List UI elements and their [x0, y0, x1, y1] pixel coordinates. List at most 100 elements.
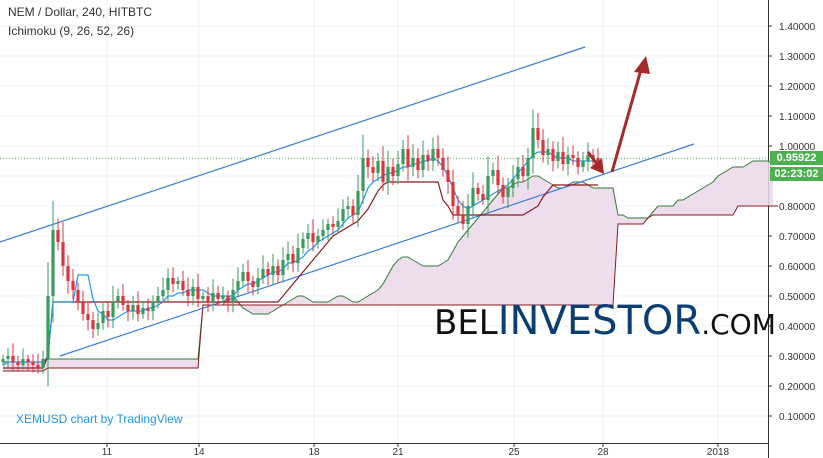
candle-bull[interactable] — [401, 149, 405, 164]
candle-bull[interactable] — [161, 290, 165, 296]
candle-bear[interactable] — [31, 362, 35, 365]
candle-bear[interactable] — [251, 281, 255, 287]
candle-bull[interactable] — [361, 158, 365, 191]
candle-bear[interactable] — [86, 314, 90, 320]
candle-bear[interactable] — [576, 158, 580, 167]
candle-bear[interactable] — [181, 281, 185, 290]
candle-bull[interactable] — [396, 164, 400, 176]
candle-bear[interactable] — [391, 167, 395, 176]
candle-bull[interactable] — [21, 359, 25, 365]
candle-bull[interactable] — [341, 209, 345, 221]
candle-bear[interactable] — [71, 281, 75, 290]
candle-bull[interactable] — [306, 233, 310, 239]
candle-bull[interactable] — [6, 356, 10, 359]
candle-bear[interactable] — [351, 206, 355, 215]
candle-bear[interactable] — [541, 140, 545, 155]
candle-bull[interactable] — [1, 359, 5, 362]
candle-bear[interactable] — [76, 290, 80, 302]
candle-bear[interactable] — [276, 266, 280, 275]
candle-bear[interactable] — [536, 128, 540, 140]
candle-bear[interactable] — [456, 206, 460, 215]
candle-bear[interactable] — [16, 362, 20, 365]
candle-bull[interactable] — [471, 188, 475, 206]
candle-bull[interactable] — [151, 302, 155, 311]
candle-bull[interactable] — [486, 176, 490, 200]
candle-bear[interactable] — [171, 278, 175, 284]
candle-bull[interactable] — [96, 323, 100, 329]
candle-bear[interactable] — [481, 194, 485, 200]
candle-bear[interactable] — [596, 158, 600, 161]
candle-bear[interactable] — [36, 365, 40, 368]
candle-bull[interactable] — [211, 293, 215, 302]
candle-bull[interactable] — [231, 290, 235, 302]
candle-bull[interactable] — [241, 272, 245, 281]
candle-bull[interactable] — [386, 167, 390, 182]
candle-bear[interactable] — [406, 149, 410, 167]
candle-bear[interactable] — [331, 224, 335, 227]
candle-bull[interactable] — [356, 191, 360, 215]
candle-bull[interactable] — [511, 179, 515, 188]
candle-bear[interactable] — [11, 356, 15, 362]
candle-bull[interactable] — [586, 155, 590, 161]
candle-bear[interactable] — [61, 242, 65, 266]
candle-bear[interactable] — [56, 230, 60, 242]
candle-bull[interactable] — [46, 296, 50, 359]
candle-bear[interactable] — [106, 311, 110, 317]
candle-bear[interactable] — [136, 305, 140, 314]
candle-bear[interactable] — [371, 167, 375, 173]
candle-bear[interactable] — [206, 296, 210, 302]
candle-bull[interactable] — [421, 155, 425, 170]
candle-bear[interactable] — [416, 158, 420, 170]
candle-bull[interactable] — [111, 302, 115, 317]
candle-bull[interactable] — [166, 278, 170, 290]
candle-bear[interactable] — [146, 308, 150, 311]
candle-bear[interactable] — [446, 170, 450, 182]
candle-bull[interactable] — [221, 296, 225, 299]
candle-bull[interactable] — [236, 281, 240, 290]
candle-bull[interactable] — [531, 128, 535, 158]
candle-bull[interactable] — [411, 158, 415, 167]
candle-bear[interactable] — [441, 158, 445, 170]
candle-bull[interactable] — [516, 167, 520, 179]
candle-bear[interactable] — [551, 149, 555, 161]
candle-bear[interactable] — [66, 266, 70, 281]
candle-bear[interactable] — [121, 296, 125, 305]
candle-bull[interactable] — [431, 149, 435, 161]
candle-bear[interactable] — [291, 254, 295, 263]
candle-bear[interactable] — [311, 233, 315, 242]
candle-bull[interactable] — [131, 305, 135, 311]
candle-bull[interactable] — [336, 221, 340, 227]
chart-credit[interactable]: XEMUSD chart by TradingView — [16, 412, 183, 426]
candle-bull[interactable] — [261, 269, 265, 278]
candle-bull[interactable] — [191, 287, 195, 296]
candle-bear[interactable] — [521, 167, 525, 176]
candle-bull[interactable] — [141, 308, 145, 314]
candle-bear[interactable] — [226, 296, 230, 302]
candle-bull[interactable] — [466, 206, 470, 224]
candle-bull[interactable] — [526, 158, 530, 176]
candle-bear[interactable] — [246, 272, 250, 281]
channel-upper-line[interactable] — [0, 46, 586, 243]
candle-bull[interactable] — [201, 296, 205, 299]
candle-bull[interactable] — [156, 296, 160, 302]
candle-bull[interactable] — [256, 278, 260, 287]
candle-bull[interactable] — [546, 149, 550, 155]
candle-bull[interactable] — [281, 260, 285, 275]
candle-bull[interactable] — [506, 188, 510, 197]
candle-bear[interactable] — [81, 302, 85, 314]
candle-bear[interactable] — [571, 155, 575, 158]
candle-bull[interactable] — [116, 296, 120, 302]
candle-bull[interactable] — [556, 152, 560, 161]
candle-bull[interactable] — [326, 224, 330, 230]
candle-bull[interactable] — [316, 236, 320, 242]
candle-bull[interactable] — [491, 170, 495, 176]
candle-bull[interactable] — [286, 254, 290, 260]
candle-bull[interactable] — [51, 230, 55, 296]
candle-bear[interactable] — [91, 320, 95, 329]
candle-bear[interactable] — [436, 149, 440, 158]
candle-bear[interactable] — [26, 359, 30, 362]
candle-bear[interactable] — [496, 170, 500, 185]
candle-bear[interactable] — [501, 185, 505, 197]
candle-bull[interactable] — [41, 359, 45, 368]
